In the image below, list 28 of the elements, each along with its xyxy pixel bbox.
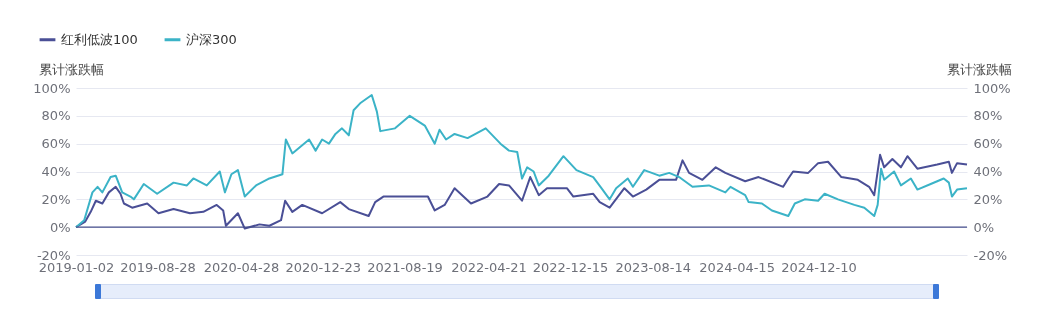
y-tick-label: 40% [41,164,71,179]
y-tick-label: 60% [41,136,71,152]
x-tick-label: 2020-12-23 [285,259,362,275]
y2-tick-label: 20% [973,191,1003,207]
y2-tick-label: 60% [973,136,1003,152]
x-tick-label: 2021-08-19 [367,259,443,275]
y-axis-title: 累计涨跌幅 [38,61,104,77]
x-tick-label: 2020-04-28 [203,259,280,275]
x-tick-label: 2024-12-10 [781,259,857,275]
legend-label: 红利低波100 [61,31,138,47]
y2-tick-label: 100% [973,80,1011,96]
y2-tick-label: -20% [973,247,1008,263]
y2-axis-title: 累计涨跌幅 [946,61,1012,77]
x-tick-label: 2019-08-28 [120,259,196,275]
x-tick-label: 2023-08-14 [615,259,692,275]
y-tick-label: 0% [49,219,71,235]
y-tick-label: 100% [33,80,71,96]
legend-label: 沪深300 [186,31,237,47]
x-tick-label: 2022-04-21 [451,259,527,275]
x-tick-label: 2024-04-15 [699,259,775,275]
y-tick-label: 20% [41,191,71,207]
y2-tick-label: 80% [973,108,1003,124]
y2-tick-label: 40% [973,164,1003,179]
y2-tick-label: 0% [973,219,995,235]
line-series [75,93,968,229]
x-tick-label: 2022-12-15 [532,259,609,275]
y-tick-label: 80% [41,108,71,124]
line-series [75,153,968,230]
